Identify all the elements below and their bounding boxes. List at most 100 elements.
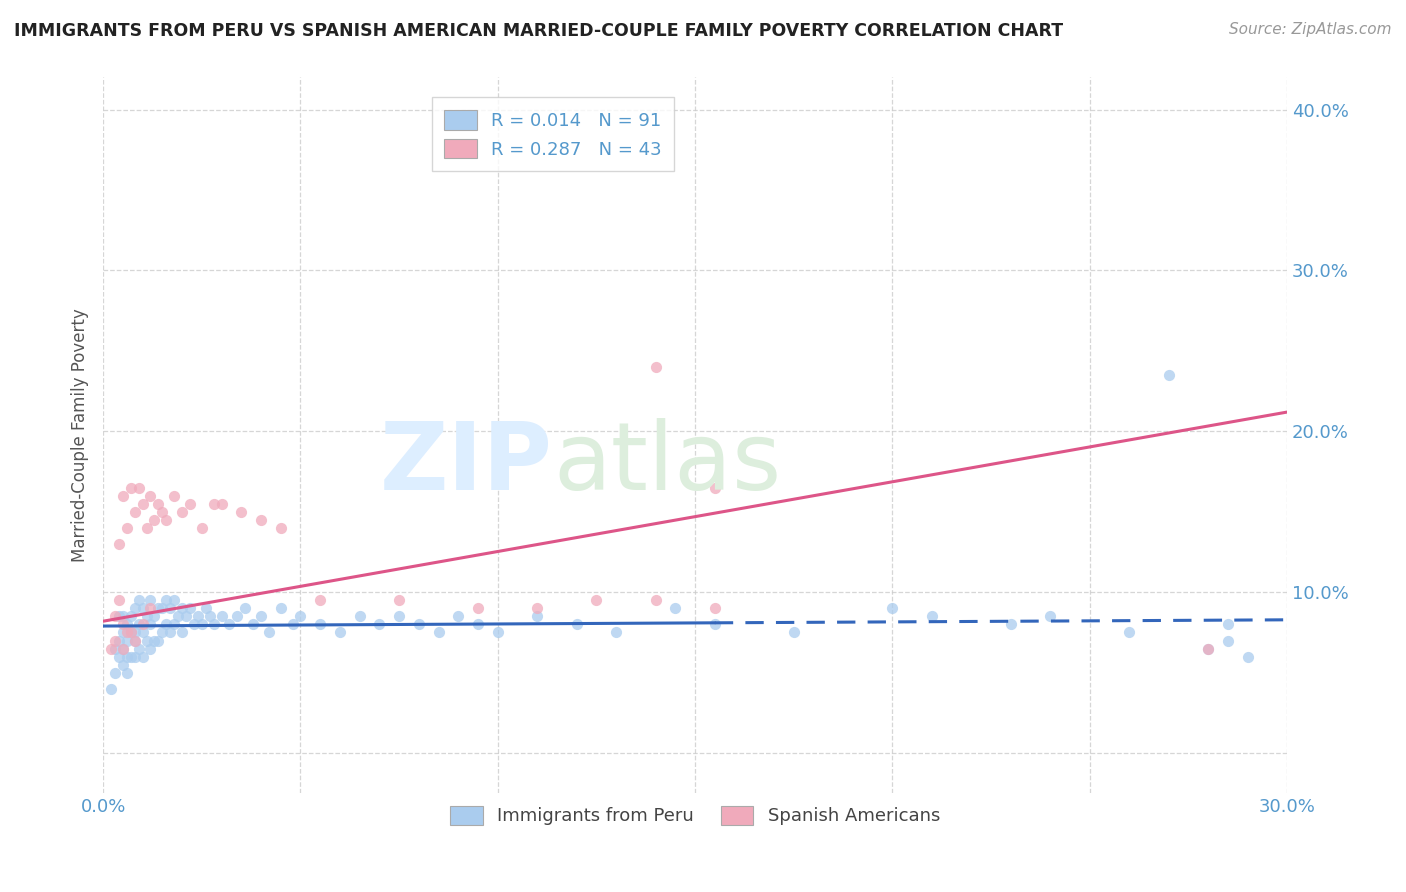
Point bbox=[290, 609, 312, 624]
Point bbox=[111, 489, 134, 503]
Point bbox=[128, 481, 150, 495]
Point bbox=[1197, 641, 1219, 656]
Point bbox=[148, 633, 170, 648]
Point bbox=[111, 641, 134, 656]
Point bbox=[135, 633, 157, 648]
Point bbox=[281, 617, 304, 632]
Point bbox=[115, 617, 138, 632]
Point bbox=[150, 505, 173, 519]
Point bbox=[270, 601, 292, 615]
Point bbox=[179, 601, 201, 615]
Point bbox=[447, 609, 470, 624]
Point bbox=[120, 609, 142, 624]
Point bbox=[124, 601, 146, 615]
Point bbox=[120, 649, 142, 664]
Point bbox=[526, 609, 548, 624]
Point bbox=[703, 617, 725, 632]
Point bbox=[211, 497, 233, 511]
Point bbox=[148, 601, 170, 615]
Point bbox=[111, 625, 134, 640]
Point bbox=[703, 601, 725, 615]
Point bbox=[115, 625, 138, 640]
Point bbox=[526, 601, 548, 615]
Point bbox=[233, 601, 256, 615]
Point bbox=[111, 609, 134, 624]
Point bbox=[644, 359, 666, 374]
Text: ZIP: ZIP bbox=[380, 418, 553, 510]
Text: Source: ZipAtlas.com: Source: ZipAtlas.com bbox=[1229, 22, 1392, 37]
Point bbox=[139, 617, 162, 632]
Point bbox=[257, 625, 280, 640]
Point bbox=[124, 649, 146, 664]
Point bbox=[135, 609, 157, 624]
Point bbox=[179, 497, 201, 511]
Point bbox=[388, 609, 411, 624]
Point bbox=[131, 601, 153, 615]
Point bbox=[143, 609, 166, 624]
Point bbox=[1039, 609, 1062, 624]
Point bbox=[131, 617, 153, 632]
Point bbox=[155, 593, 177, 607]
Point bbox=[585, 593, 607, 607]
Point bbox=[124, 633, 146, 648]
Point bbox=[131, 625, 153, 640]
Point bbox=[159, 601, 181, 615]
Point bbox=[270, 521, 292, 535]
Point bbox=[1157, 368, 1180, 382]
Point bbox=[120, 625, 142, 640]
Point bbox=[644, 593, 666, 607]
Point bbox=[108, 609, 131, 624]
Point bbox=[155, 617, 177, 632]
Point bbox=[183, 617, 205, 632]
Point bbox=[349, 609, 371, 624]
Point bbox=[150, 625, 173, 640]
Point bbox=[170, 505, 193, 519]
Point bbox=[170, 601, 193, 615]
Point bbox=[368, 617, 391, 632]
Point bbox=[111, 641, 134, 656]
Point bbox=[486, 625, 509, 640]
Point bbox=[191, 617, 214, 632]
Point bbox=[128, 617, 150, 632]
Text: atlas: atlas bbox=[553, 418, 782, 510]
Point bbox=[150, 601, 173, 615]
Point bbox=[467, 617, 489, 632]
Point bbox=[565, 617, 588, 632]
Point bbox=[467, 601, 489, 615]
Point bbox=[128, 593, 150, 607]
Point bbox=[115, 665, 138, 680]
Point bbox=[194, 601, 217, 615]
Point bbox=[115, 521, 138, 535]
Point bbox=[155, 513, 177, 527]
Point bbox=[218, 617, 240, 632]
Point bbox=[108, 649, 131, 664]
Point bbox=[104, 609, 127, 624]
Point bbox=[882, 601, 904, 615]
Point bbox=[120, 481, 142, 495]
Point bbox=[124, 505, 146, 519]
Point bbox=[388, 593, 411, 607]
Point bbox=[174, 609, 197, 624]
Point bbox=[427, 625, 450, 640]
Point bbox=[250, 513, 273, 527]
Point bbox=[104, 641, 127, 656]
Point bbox=[124, 625, 146, 640]
Point bbox=[111, 617, 134, 632]
Point bbox=[120, 625, 142, 640]
Point bbox=[250, 609, 273, 624]
Point bbox=[100, 681, 122, 696]
Point bbox=[139, 641, 162, 656]
Point bbox=[1000, 617, 1022, 632]
Point bbox=[104, 633, 127, 648]
Point bbox=[167, 609, 190, 624]
Point bbox=[163, 489, 186, 503]
Point bbox=[115, 649, 138, 664]
Point bbox=[309, 617, 332, 632]
Point bbox=[211, 609, 233, 624]
Point bbox=[783, 625, 806, 640]
Point bbox=[159, 625, 181, 640]
Point bbox=[198, 609, 221, 624]
Point bbox=[139, 601, 162, 615]
Point bbox=[1216, 617, 1239, 632]
Point bbox=[108, 593, 131, 607]
